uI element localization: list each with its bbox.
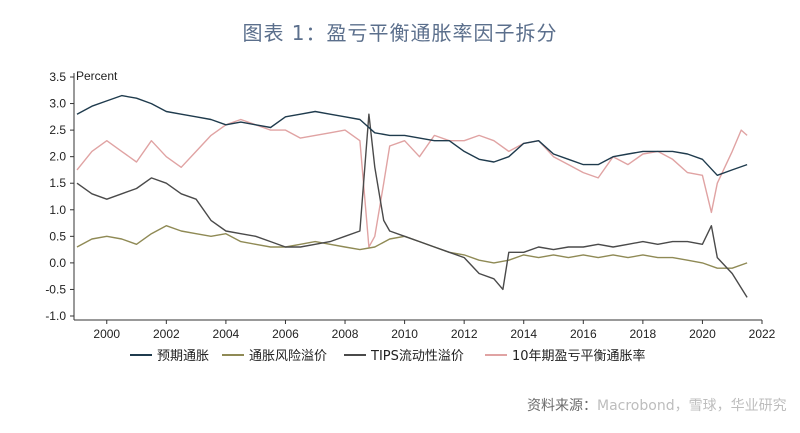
- series-lines: [76, 94, 748, 298]
- legend-label: TIPS流动性溢价: [370, 349, 464, 364]
- series-line: [76, 225, 748, 269]
- legend-label: 通胀风险溢价: [249, 349, 327, 364]
- y-tick-label: 2.5: [49, 123, 66, 137]
- source-note: 资料来源：Macrobond，雪球，华业研究: [527, 395, 787, 415]
- x-tick-label: 2014: [510, 327, 537, 341]
- x-tick-label: 2008: [332, 327, 359, 341]
- chart-title: 图表 1：盈亏平衡通胀率因子拆分: [242, 21, 558, 45]
- x-tick-label: 2022: [749, 327, 776, 341]
- series-line: [76, 113, 748, 298]
- axes: 3.5 3.0 2.5 2.0 1.5 1.0 0.5 0.0 -0.5 -1.0 2000 2002…: [45, 70, 775, 341]
- y-tick-label: 2.0: [49, 150, 66, 164]
- x-tick-label: 2020: [689, 327, 716, 341]
- source-text: Macrobond，雪球，华业研究: [597, 398, 787, 414]
- x-tick-label: 2006: [272, 327, 299, 341]
- legend-label: 10年期盈亏平衡通胀率: [512, 348, 646, 364]
- x-tick-label: 2010: [391, 327, 418, 341]
- source-label: 资料来源：: [527, 398, 597, 414]
- legend-label: 预期通胀: [157, 349, 209, 364]
- x-tick-label: 2012: [451, 327, 478, 341]
- x-tick-label: 2016: [570, 327, 597, 341]
- x-tick-label: 2018: [630, 327, 657, 341]
- y-tick-label: 0.5: [49, 229, 66, 243]
- y-tick-label: 3.5: [49, 70, 66, 84]
- legend: 预期通胀 通胀风险溢价 TIPS流动性溢价 10年期盈亏平衡通胀率: [130, 348, 646, 364]
- y-tick-label: -1.0: [45, 309, 66, 323]
- x-tick-label: 2004: [213, 327, 240, 341]
- y-tick-label: 0.0: [49, 256, 66, 270]
- y-tick-label: -0.5: [45, 282, 66, 296]
- x-tick-label: 2002: [153, 327, 180, 341]
- series-line: [76, 118, 748, 248]
- y-tick-label: 3.0: [49, 97, 66, 111]
- y-axis-label: Percent: [76, 69, 118, 83]
- y-tick-label: 1.0: [49, 203, 66, 217]
- y-tick-label: 1.5: [49, 176, 66, 190]
- x-tick-label: 2000: [93, 327, 120, 341]
- series-line: [76, 94, 748, 176]
